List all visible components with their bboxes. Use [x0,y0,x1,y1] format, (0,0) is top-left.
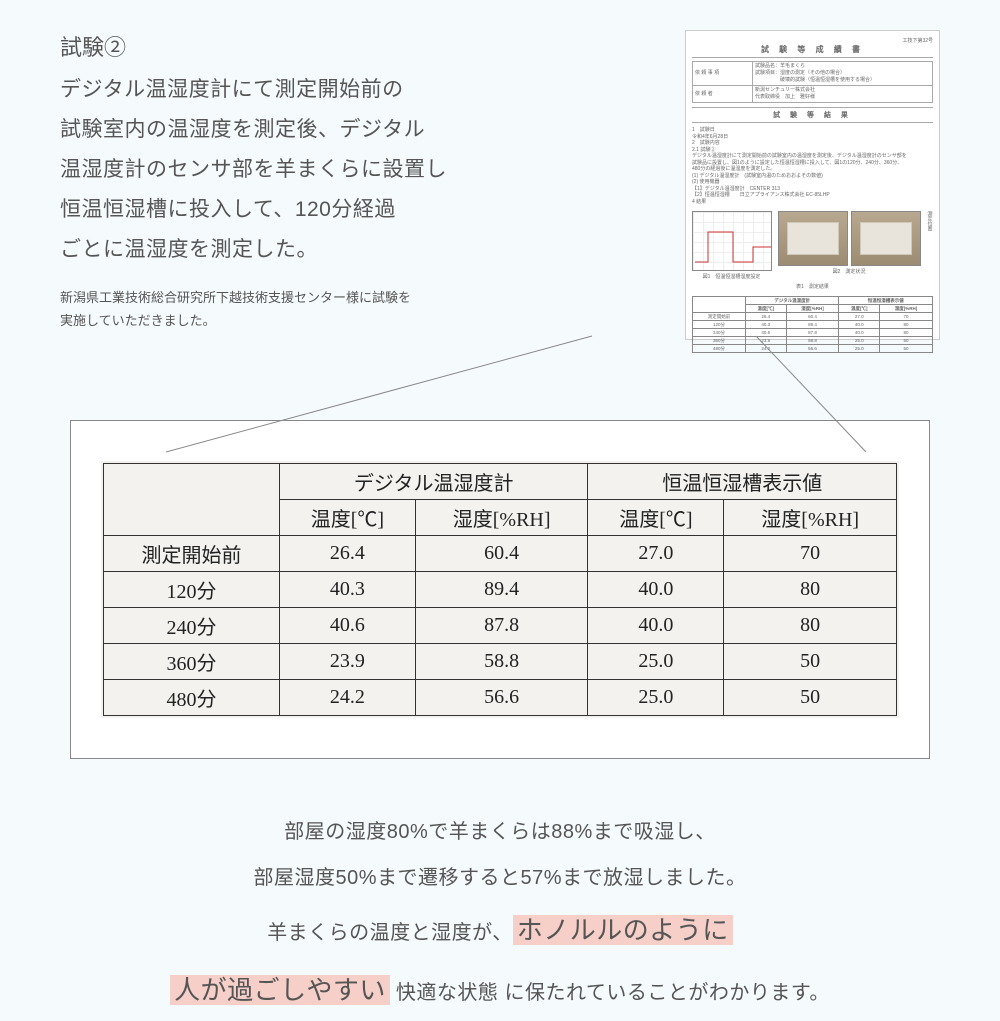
table-corner [104,464,280,536]
report-meta-table: 依 頼 事 項試験品名：羊毛まくら 試験項目：湿度の測定（その他の場合） 破壊的… [692,61,933,103]
report-thumbnail: 工技下第32号 試 験 等 成 績 書 依 頼 事 項試験品名：羊毛まくら 試験… [685,30,940,340]
col-hum-1: 湿度[%RH] [415,500,588,536]
data-table-wrap: デジタル温湿度計 恒温恒湿槽表示値 温度[℃] 湿度[%RH] 温度[℃] 湿度… [101,461,899,718]
report-header: 試 験 等 成 績 書 [692,44,933,58]
report-figures: 図1 恒温恒湿槽湿度設定 図2 測定状況 測定位置 [692,211,933,280]
conclusion-text: 部屋の湿度80%で羊まくらは88%まで吸湿し、 部屋湿度50%まで遷移すると57… [0,809,1000,1021]
col-hum-2: 湿度[%RH] [724,500,897,536]
enlarged-table-frame: デジタル温湿度計 恒温恒湿槽表示値 温度[℃] 湿度[%RH] 温度[℃] 湿度… [70,420,930,759]
test-note: 新潟県工業技術総合研究所下越技術支援センター様に試験を 実施していただきました。 [60,287,665,331]
results-table: デジタル温湿度計 恒温恒湿槽表示値 温度[℃] 湿度[%RH] 温度[℃] 湿度… [103,463,897,716]
highlight-comfortable: 人が過ごしやすい [170,975,390,1005]
conclusion-line3: 羊まくらの温度と湿度が、ホノルルのように [60,901,940,961]
report-photo-icon [778,211,848,266]
test-body: デジタル温湿度計にて測定開始前の 試験室内の温湿度を測定後、デジタル 温湿度計の… [60,70,665,269]
report-mini-table: デジタル温湿度計恒温恒湿槽表示値 温度[℃]湿度[%RH]温度[℃]湿度[%RH… [692,296,933,353]
col-temp-2: 温度[℃] [588,500,724,536]
conclusion-line2: 部屋湿度50%まで遷移すると57%まで放湿しました。 [60,855,940,901]
report-body-text: 1 試験日 令和4年6月28日 2 試験内容 2.1 試験② デジタル温湿度計に… [692,127,933,205]
table-row: 480分 24.2 56.6 25.0 50 [104,680,897,716]
top-section: 試験② デジタル温湿度計にて測定開始前の 試験室内の温湿度を測定後、デジタル 温… [0,0,1000,350]
doc-number: 工技下第32号 [692,37,933,44]
report-subheader: 試 験 等 結 果 [692,107,933,123]
conclusion-line1: 部屋の湿度80%で羊まくらは88%まで吸湿し、 [60,809,940,855]
table-row: 120分 40.3 89.4 40.0 80 [104,572,897,608]
description-block: 試験② デジタル温湿度計にて測定開始前の 試験室内の温湿度を測定後、デジタル 温… [60,30,665,340]
col-group-digital: デジタル温湿度計 [279,464,587,500]
test-title: 試験② [60,30,665,62]
report-graph-icon [692,211,772,271]
table-row: 360分 23.9 58.8 25.0 50 [104,644,897,680]
report-photo-icon [851,211,921,266]
col-group-chamber: 恒温恒湿槽表示値 [588,464,897,500]
col-temp-1: 温度[℃] [279,500,415,536]
conclusion-line4: 人が過ごしやすい 快適な状態 に保たれていることがわかります。 [60,961,940,1021]
table-row: 測定開始前 26.4 60.4 27.0 70 [104,536,897,572]
table-row: 240分 40.6 87.8 40.0 80 [104,608,897,644]
highlight-honolulu: ホノルルのように [513,915,733,945]
